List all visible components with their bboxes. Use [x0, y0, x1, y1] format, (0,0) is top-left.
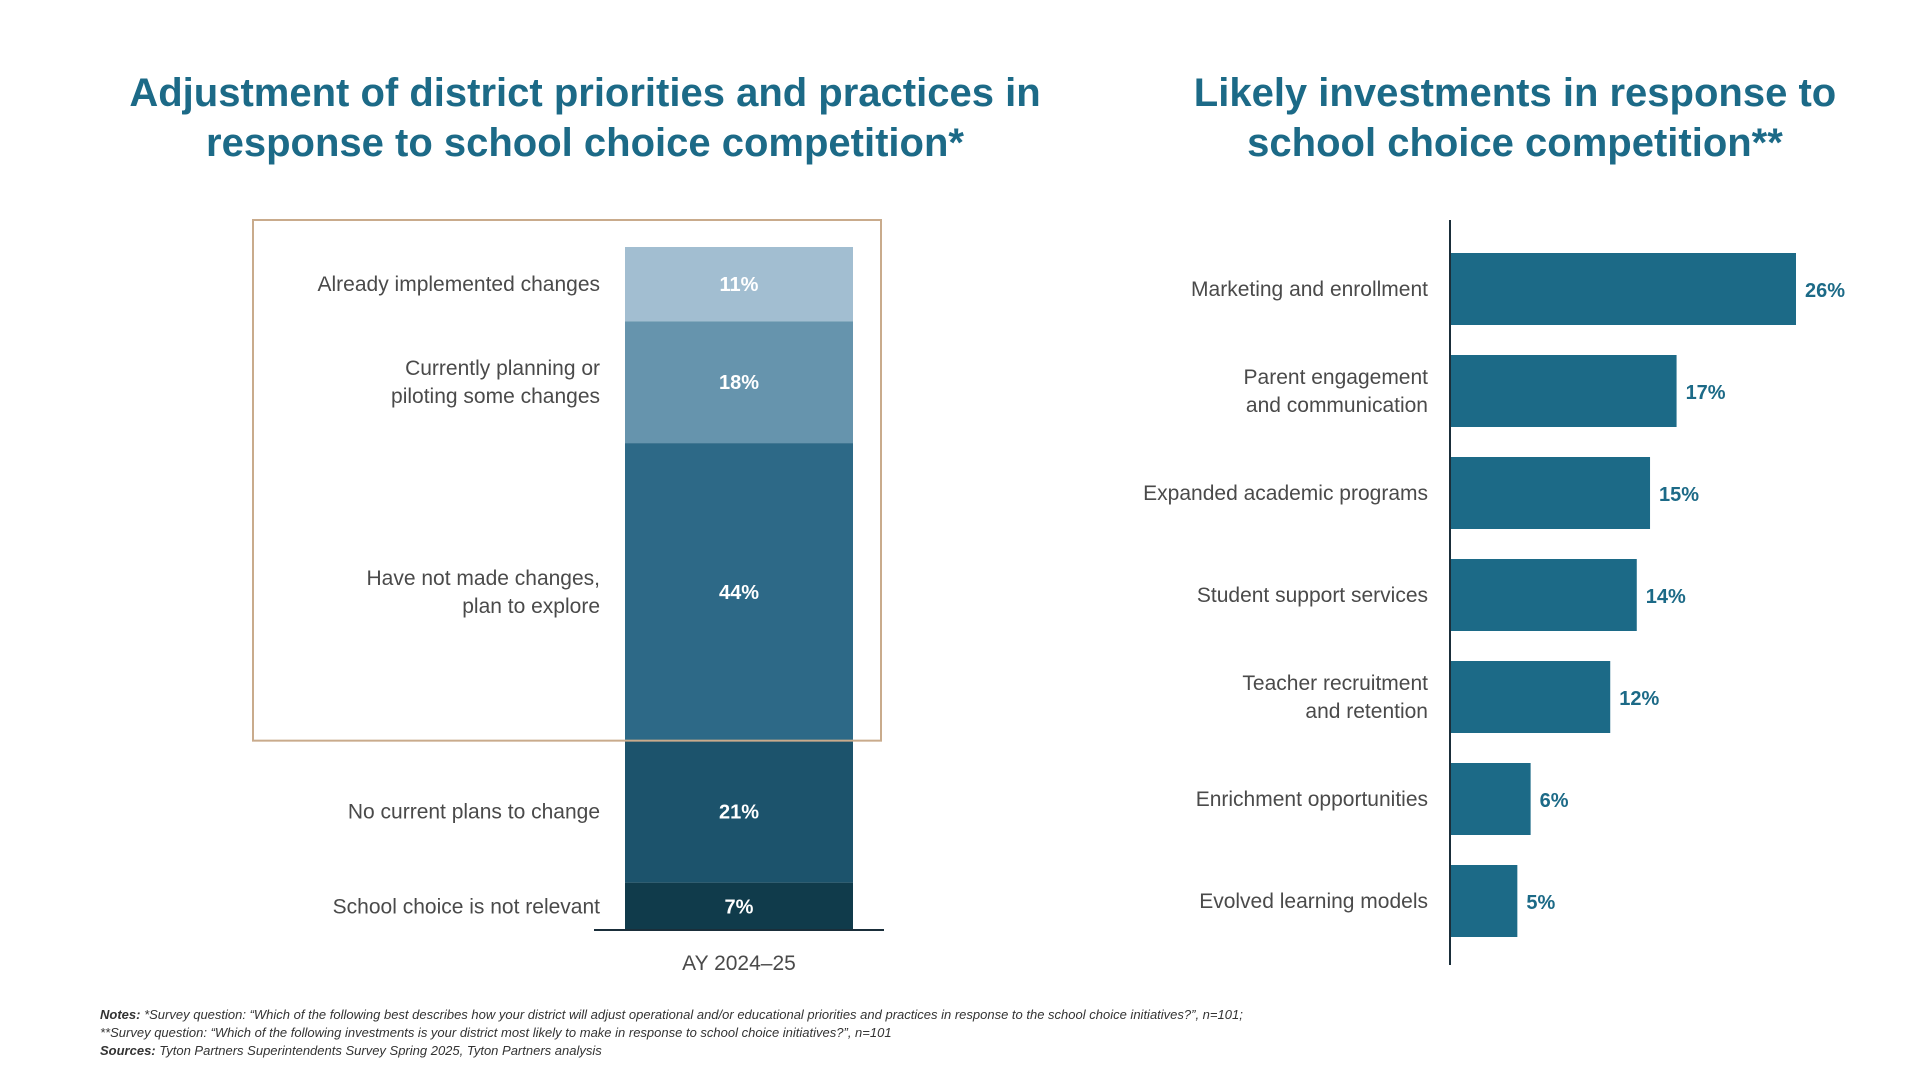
hbar-1: [1451, 253, 1796, 325]
bar-segment-4: [625, 740, 853, 883]
segment-value-label: 21%: [719, 802, 759, 824]
hbar-2: [1451, 355, 1677, 427]
hbar-value-label: 12%: [1619, 688, 1659, 710]
hbar-value-label: 5%: [1526, 892, 1555, 914]
hbar-category-label: Evolved learning models: [1199, 890, 1428, 913]
hbar-category-label: Teacher recruitment: [1242, 672, 1428, 695]
hbar-category-label: Marketing and enrollment: [1191, 278, 1428, 301]
segment-category-label: School choice is not relevant: [333, 895, 600, 918]
segment-category-label: Currently planning or: [405, 357, 600, 380]
notes-text-1: *Survey question: “Which of the followin…: [144, 1007, 1243, 1022]
bar-segment-5: [625, 882, 853, 930]
bar-segment-1: [625, 247, 853, 322]
segment-category-label: No current plans to change: [348, 801, 600, 824]
hbar-6: [1451, 763, 1531, 835]
segment-value-label: 18%: [719, 372, 759, 394]
sources-text: Tyton Partners Superintendents Survey Sp…: [159, 1043, 602, 1058]
hbar-7: [1451, 865, 1518, 937]
segment-value-label: 7%: [725, 896, 754, 918]
hbar-value-label: 6%: [1540, 790, 1569, 812]
left-chart-title: Adjustment of district priorities and pr…: [129, 71, 1041, 165]
bar-segment-2: [625, 321, 853, 444]
footnotes: Notes: *Survey question: “Which of the f…: [100, 1006, 1860, 1060]
hbar-category-label: Parent engagement: [1244, 366, 1429, 389]
hbar-value-label: 14%: [1646, 586, 1686, 608]
notes-line-1: Notes: *Survey question: “Which of the f…: [100, 1006, 1860, 1024]
hbar-value-label: 26%: [1805, 280, 1845, 302]
hbar-category-label: Student support services: [1197, 584, 1428, 607]
sources-label: Sources:: [100, 1043, 156, 1058]
sources-line: Sources: Tyton Partners Superintendents …: [100, 1042, 1860, 1060]
hbar-value-label: 17%: [1686, 382, 1726, 404]
segment-value-label: 44%: [719, 582, 759, 604]
x-axis-category-label: AY 2024–25: [682, 952, 796, 975]
segment-category-label: Have not made changes,: [367, 567, 600, 590]
notes-line-2: **Survey question: “Which of the followi…: [100, 1025, 892, 1040]
right-chart-title: Likely investments in response to school…: [1193, 71, 1837, 165]
segment-category-label: Already implemented changes: [318, 273, 601, 296]
hbar-value-label: 15%: [1659, 484, 1699, 506]
horizontal-bar-chart: 26% Marketing and enrollment 17% Parent eng…: [1143, 220, 1845, 965]
segment-value-label: 11%: [720, 274, 759, 296]
bar-segment-3: [625, 443, 853, 741]
segment-category-label: plan to explore: [462, 595, 600, 618]
hbar-4: [1451, 559, 1637, 631]
highlight-box: [252, 219, 882, 742]
stacked-bar-chart: 11% Already implemented changes 18% Current…: [252, 219, 884, 975]
hbar-3: [1451, 457, 1651, 529]
hbar-category-label: Expanded academic programs: [1143, 482, 1428, 505]
hbar-category-label: and communication: [1246, 394, 1428, 417]
hbar-5: [1451, 661, 1611, 733]
hbar-category-label: and retention: [1305, 700, 1428, 723]
hbar-category-label: Enrichment opportunities: [1196, 788, 1428, 811]
notes-label: Notes:: [100, 1007, 141, 1022]
segment-category-label: piloting some changes: [391, 385, 600, 408]
